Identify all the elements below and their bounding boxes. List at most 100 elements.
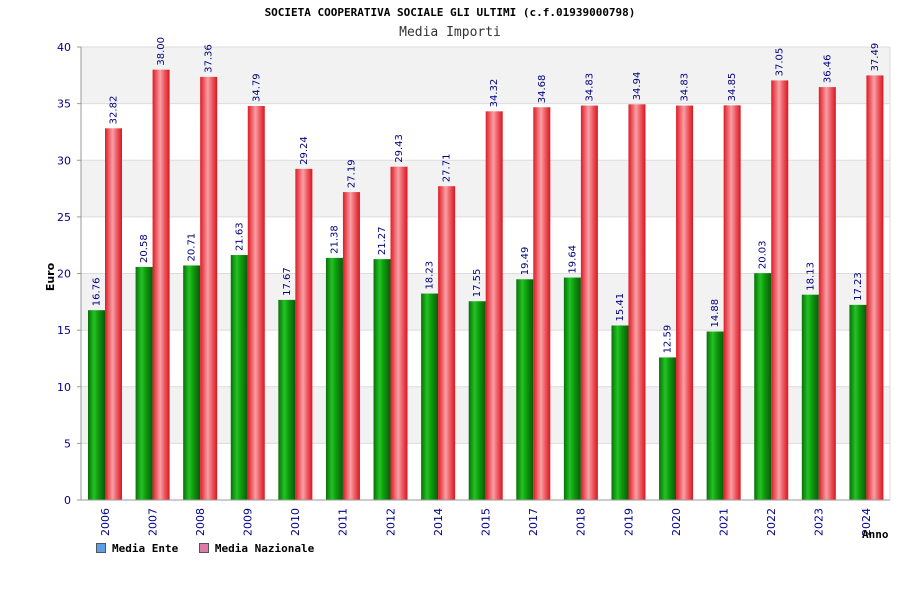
bars-group: [88, 69, 884, 501]
legend-label-nazionale: Media Nazionale: [214, 542, 315, 555]
data-label: 34.68: [537, 75, 548, 104]
y-tick-label: 5: [64, 437, 71, 450]
data-label: 19.64: [567, 245, 578, 274]
bar-media-nazionale: [105, 128, 122, 500]
bar-media-ente: [706, 331, 724, 500]
data-label: 38.00: [156, 37, 167, 66]
bar-media-ente: [563, 277, 581, 500]
x-tick-label: 2010: [289, 508, 302, 536]
data-label: 15.41: [615, 293, 626, 322]
data-label: 21.38: [329, 225, 340, 254]
data-label: 20.03: [758, 241, 769, 270]
data-label: 19.49: [520, 247, 531, 276]
chart-title: SOCIETA COOPERATIVA SOCIALE GLI ULTIMI (…: [264, 6, 636, 19]
data-label: 36.46: [822, 54, 833, 83]
data-label: 37.36: [204, 44, 215, 73]
x-tick-label: 2015: [480, 508, 493, 536]
data-label: 34.94: [632, 72, 643, 101]
data-label: 34.83: [680, 73, 691, 102]
x-tick-label: 2023: [813, 508, 826, 536]
data-label: 37.05: [775, 48, 786, 77]
legend: Media Ente Media Nazionale: [96, 542, 328, 555]
y-tick-label: 10: [57, 381, 71, 394]
x-tick-label: 2007: [146, 508, 159, 536]
data-label: 34.79: [251, 73, 262, 102]
x-tick-label: 2018: [575, 508, 588, 536]
bar-media-ente: [516, 279, 534, 500]
data-label: 34.85: [727, 73, 738, 102]
y-tick-label: 25: [57, 211, 71, 224]
data-label: 17.55: [472, 269, 483, 298]
data-label: 18.13: [805, 262, 816, 291]
bar-media-ente: [135, 266, 153, 500]
bar-media-nazionale: [818, 87, 836, 500]
data-label: 21.63: [234, 222, 245, 251]
legend-item-ente: Media Ente: [96, 542, 178, 555]
data-label: 16.76: [92, 278, 103, 307]
data-label: 20.71: [187, 233, 198, 262]
data-label: 12.59: [663, 325, 674, 354]
bar-media-nazionale: [676, 105, 694, 501]
data-label: 32.82: [109, 96, 120, 125]
data-label: 14.88: [710, 299, 721, 328]
bar-media-ente: [468, 301, 486, 500]
bar-media-ente: [659, 357, 677, 500]
legend-item-nazionale: Media Nazionale: [198, 542, 315, 555]
bar-media-nazionale: [152, 69, 170, 501]
x-tick-label: 2017: [527, 508, 540, 536]
bar-media-ente: [88, 310, 105, 500]
x-tick-label: 2012: [384, 508, 397, 536]
y-tick-label: 40: [57, 41, 71, 54]
bar-media-ente: [183, 265, 201, 500]
bar-media-ente: [754, 273, 772, 500]
x-tick-label: 2011: [337, 508, 350, 536]
data-label: 21.27: [377, 226, 388, 255]
x-tick-label: 2020: [670, 508, 683, 536]
bar-media-nazionale: [342, 192, 360, 501]
y-axis-label: Euro: [44, 262, 57, 291]
bar-media-ente: [801, 294, 819, 500]
data-label: 29.43: [394, 134, 405, 163]
x-tick-label: 2021: [717, 508, 730, 536]
y-tick-label: 20: [57, 268, 71, 281]
bar-media-nazionale: [295, 168, 313, 500]
data-label: 29.24: [299, 136, 310, 165]
data-label: 17.67: [282, 267, 293, 296]
chart-subtitle: Media Importi: [399, 25, 501, 40]
y-tick-label: 15: [57, 324, 71, 337]
value-labels-group: 16.76 32.82 20.58 38.00 20.71 37.36 21.63 34.79…: [92, 37, 881, 353]
bar-media-nazionale: [200, 76, 218, 500]
data-label: 37.49: [870, 43, 881, 72]
data-label: 18.23: [425, 261, 436, 290]
x-axis-label: Anno: [862, 528, 889, 541]
y-tick-label: 0: [64, 494, 71, 507]
data-label: 27.19: [346, 159, 357, 188]
data-label: 27.71: [442, 154, 453, 183]
bar-media-nazionale: [723, 105, 741, 500]
data-label: 20.58: [139, 234, 150, 263]
bar-media-nazionale: [485, 111, 503, 501]
legend-label-ente: Media Ente: [112, 542, 179, 555]
y-tick-labels: 0 5 10 15 20 25 30 35 40: [57, 41, 81, 507]
y-tick-label: 30: [57, 154, 71, 167]
bar-media-nazionale: [771, 80, 789, 500]
bar-media-nazionale: [247, 106, 265, 501]
bar-media-ente: [230, 255, 248, 500]
x-tick-label: 2014: [432, 508, 445, 536]
bar-media-nazionale: [390, 166, 408, 500]
bar-media-nazionale: [438, 186, 456, 500]
bar-media-ente: [278, 299, 296, 500]
bar-media-ente: [849, 304, 867, 500]
x-tick-label: 2006: [99, 508, 112, 536]
x-tick-label: 2008: [194, 508, 207, 536]
data-label: 17.23: [853, 272, 864, 301]
y-tick-label: 35: [57, 98, 71, 111]
bar-media-nazionale: [866, 75, 884, 500]
data-label: 34.83: [584, 73, 595, 102]
data-label: 34.32: [489, 79, 500, 108]
bar-media-ente: [421, 293, 439, 500]
bar-media-nazionale: [580, 105, 598, 501]
bar-media-ente: [325, 257, 343, 500]
x-tick-label: 2024: [860, 508, 873, 536]
